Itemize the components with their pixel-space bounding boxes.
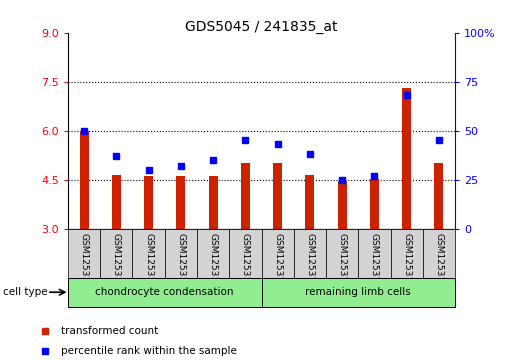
Bar xyxy=(435,163,444,229)
Text: GSM1253165: GSM1253165 xyxy=(370,233,379,293)
Text: GSM1253160: GSM1253160 xyxy=(209,233,218,293)
Text: GSM1253167: GSM1253167 xyxy=(435,233,444,293)
Text: GSM1253164: GSM1253164 xyxy=(338,233,347,293)
Bar xyxy=(112,175,121,229)
FancyBboxPatch shape xyxy=(100,229,132,278)
FancyBboxPatch shape xyxy=(423,229,455,278)
Text: remaining limb cells: remaining limb cells xyxy=(305,287,411,297)
Text: GSM1253163: GSM1253163 xyxy=(305,233,314,293)
Text: GSM1253166: GSM1253166 xyxy=(402,233,411,293)
Bar xyxy=(370,179,379,229)
FancyBboxPatch shape xyxy=(165,229,197,278)
FancyBboxPatch shape xyxy=(262,278,455,307)
FancyBboxPatch shape xyxy=(132,229,165,278)
Text: GDS5045 / 241835_at: GDS5045 / 241835_at xyxy=(185,20,338,34)
FancyBboxPatch shape xyxy=(358,229,391,278)
FancyBboxPatch shape xyxy=(68,278,262,307)
Text: transformed count: transformed count xyxy=(61,326,158,336)
FancyBboxPatch shape xyxy=(326,229,358,278)
FancyBboxPatch shape xyxy=(229,229,262,278)
Bar xyxy=(144,176,153,229)
FancyBboxPatch shape xyxy=(391,229,423,278)
Text: GSM1253162: GSM1253162 xyxy=(273,233,282,293)
Text: percentile rank within the sample: percentile rank within the sample xyxy=(61,346,237,356)
Bar xyxy=(241,163,250,229)
Bar xyxy=(209,176,218,229)
Bar xyxy=(176,176,185,229)
Text: GSM1253159: GSM1253159 xyxy=(176,233,185,293)
Text: GSM1253157: GSM1253157 xyxy=(112,233,121,293)
Bar xyxy=(402,88,411,229)
FancyBboxPatch shape xyxy=(262,229,294,278)
Bar xyxy=(79,131,88,229)
FancyBboxPatch shape xyxy=(294,229,326,278)
FancyBboxPatch shape xyxy=(68,229,100,278)
Text: GSM1253158: GSM1253158 xyxy=(144,233,153,293)
Bar xyxy=(305,175,314,229)
Text: chondrocyte condensation: chondrocyte condensation xyxy=(96,287,234,297)
Text: GSM1253156: GSM1253156 xyxy=(79,233,88,293)
FancyBboxPatch shape xyxy=(197,229,229,278)
Bar xyxy=(273,163,282,229)
Text: cell type: cell type xyxy=(3,287,47,297)
Text: GSM1253161: GSM1253161 xyxy=(241,233,250,293)
Bar xyxy=(338,181,347,229)
